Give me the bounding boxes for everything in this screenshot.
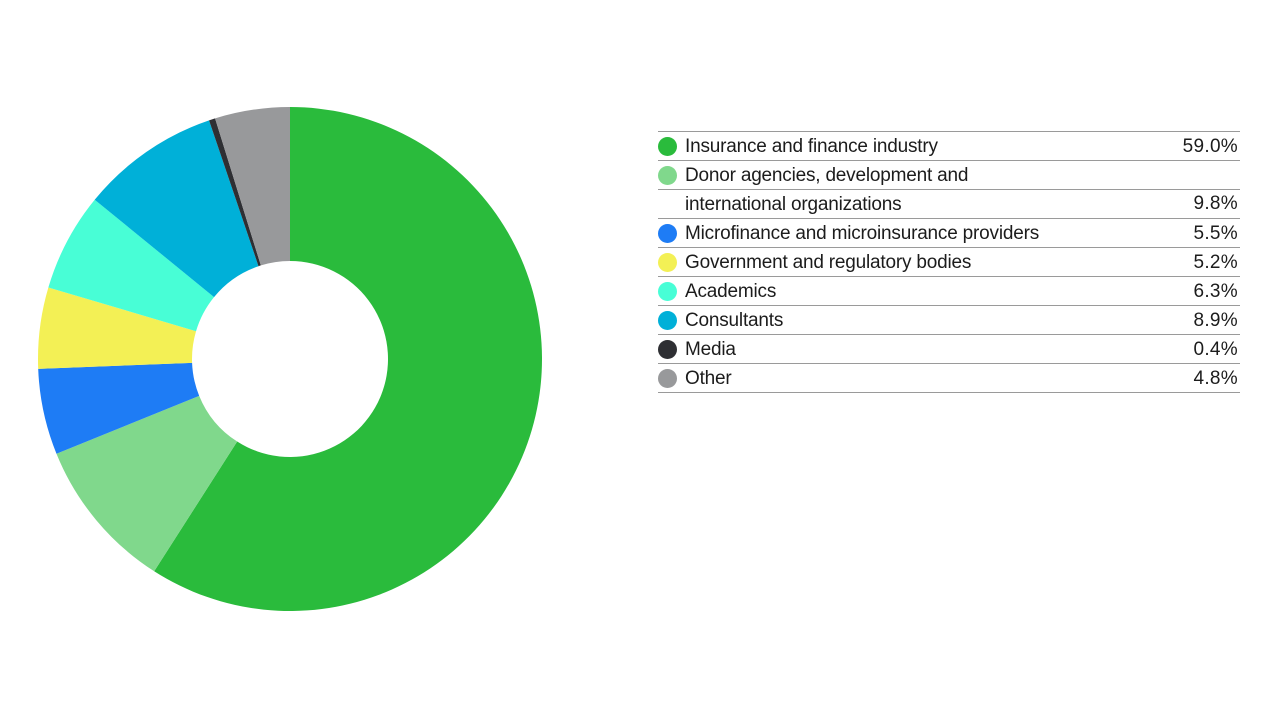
legend-swatch-icon: [658, 339, 677, 359]
donut-slice-academics: [48, 199, 215, 332]
legend-divider: [658, 189, 1240, 190]
legend-swatch-icon: [658, 252, 677, 272]
legend-swatch-icon: [658, 166, 677, 185]
legend-label: Government and regulatory bodies: [685, 251, 972, 273]
donut-slice-microfinance: [38, 362, 200, 454]
legend-swatch-icon: [658, 310, 677, 330]
legend-label: Microfinance and microinsurance provider…: [685, 222, 1040, 244]
legend-swatch-icon: [658, 136, 677, 156]
legend-item-donor: Donor agencies, development and internat…: [658, 161, 1240, 219]
donut-chart-svg: [38, 107, 542, 611]
donut-slice-donor: [56, 395, 238, 572]
donut-slice-consultants: [94, 120, 259, 298]
legend-label: Academics: [685, 280, 777, 302]
legend-swatch-icon: [658, 368, 677, 388]
legend-item-insurance: Insurance and finance industry 59.0%: [658, 132, 1240, 161]
donut-slice-insurance: [154, 107, 542, 611]
legend-value: 8.9%: [1193, 309, 1238, 331]
legend-item-academics: Academics 6.3%: [658, 277, 1240, 306]
legend-value: 4.8%: [1193, 367, 1238, 389]
legend-value: 0.4%: [1193, 338, 1238, 360]
legend-item-government: Government and regulatory bodies 5.2%: [658, 248, 1240, 277]
donut-chart: [0, 0, 600, 720]
legend-value: 9.8%: [1193, 193, 1238, 214]
legend-value: 5.5%: [1193, 222, 1238, 244]
chart-legend: Insurance and finance industry 59.0% Don…: [658, 131, 1240, 393]
legend-swatch-icon: [658, 223, 677, 243]
donut-slice-government: [38, 287, 197, 369]
legend-label: Donor agencies, development and internat…: [685, 161, 1193, 219]
donut-slice-media: [209, 118, 261, 267]
legend-value: 5.2%: [1193, 251, 1238, 273]
donut-slice-other: [215, 107, 290, 266]
legend-label: Insurance and finance industry: [685, 135, 938, 157]
legend-item-consultants: Consultants 8.9%: [658, 306, 1240, 335]
legend-label: Media: [685, 338, 736, 360]
legend-swatch-icon: [658, 281, 677, 301]
legend-value: 59.0%: [1182, 135, 1238, 157]
legend-label: Other: [685, 367, 732, 389]
legend-item-media: Media 0.4%: [658, 335, 1240, 364]
legend-item-other: Other 4.8%: [658, 364, 1240, 393]
legend-item-microfinance: Microfinance and microinsurance provider…: [658, 219, 1240, 248]
legend-value: 6.3%: [1193, 280, 1238, 302]
legend-label-line-1: Donor agencies, development and: [685, 165, 969, 186]
legend-label: Consultants: [685, 309, 784, 331]
legend-label-line-2: international organizations: [685, 194, 902, 215]
